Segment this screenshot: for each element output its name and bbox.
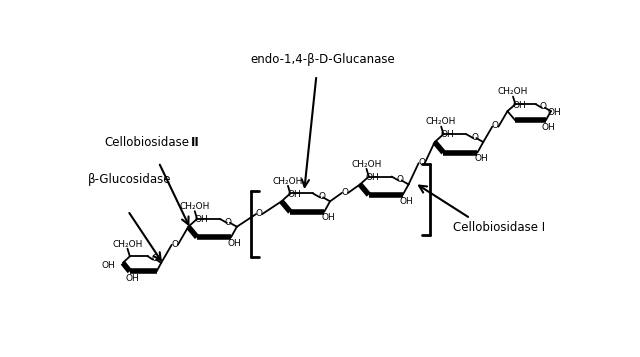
Text: O: O <box>540 102 547 111</box>
Text: β-Glucosidase: β-Glucosidase <box>88 174 172 186</box>
Text: O: O <box>172 240 179 248</box>
Text: O: O <box>255 209 262 218</box>
Text: OH: OH <box>365 173 380 182</box>
Text: CH₂OH: CH₂OH <box>273 177 303 186</box>
Text: OH: OH <box>541 123 555 132</box>
Text: OH: OH <box>228 239 242 248</box>
Text: O: O <box>318 192 325 201</box>
Text: CH₂OH: CH₂OH <box>426 117 456 126</box>
Text: OH: OH <box>512 101 526 110</box>
Text: CH₂OH: CH₂OH <box>180 202 210 211</box>
Text: CH₂OH: CH₂OH <box>112 240 143 248</box>
Text: Cellobiosidase I: Cellobiosidase I <box>453 221 545 234</box>
Text: OH: OH <box>101 261 115 270</box>
Text: OH: OH <box>321 213 335 222</box>
Text: OH: OH <box>194 215 208 224</box>
Text: OH: OH <box>440 130 454 140</box>
Text: Cellobiosidase: Cellobiosidase <box>105 136 189 150</box>
Text: O: O <box>418 158 425 167</box>
Text: CH₂OH: CH₂OH <box>498 87 528 96</box>
Text: O: O <box>471 133 478 142</box>
Text: endo-1,4-β-D-Glucanase: endo-1,4-β-D-Glucanase <box>250 53 395 66</box>
Text: O: O <box>397 175 404 184</box>
Text: O: O <box>342 188 349 197</box>
Text: O: O <box>225 217 232 227</box>
Text: OH: OH <box>287 190 301 199</box>
Text: OH: OH <box>400 197 413 206</box>
Text: O: O <box>151 254 158 263</box>
Text: OH: OH <box>548 108 562 117</box>
Text: O: O <box>492 121 499 130</box>
Text: OH: OH <box>474 154 488 163</box>
Text: CH₂OH: CH₂OH <box>351 160 381 169</box>
Text: OH: OH <box>125 274 139 283</box>
Text: II: II <box>191 136 200 150</box>
